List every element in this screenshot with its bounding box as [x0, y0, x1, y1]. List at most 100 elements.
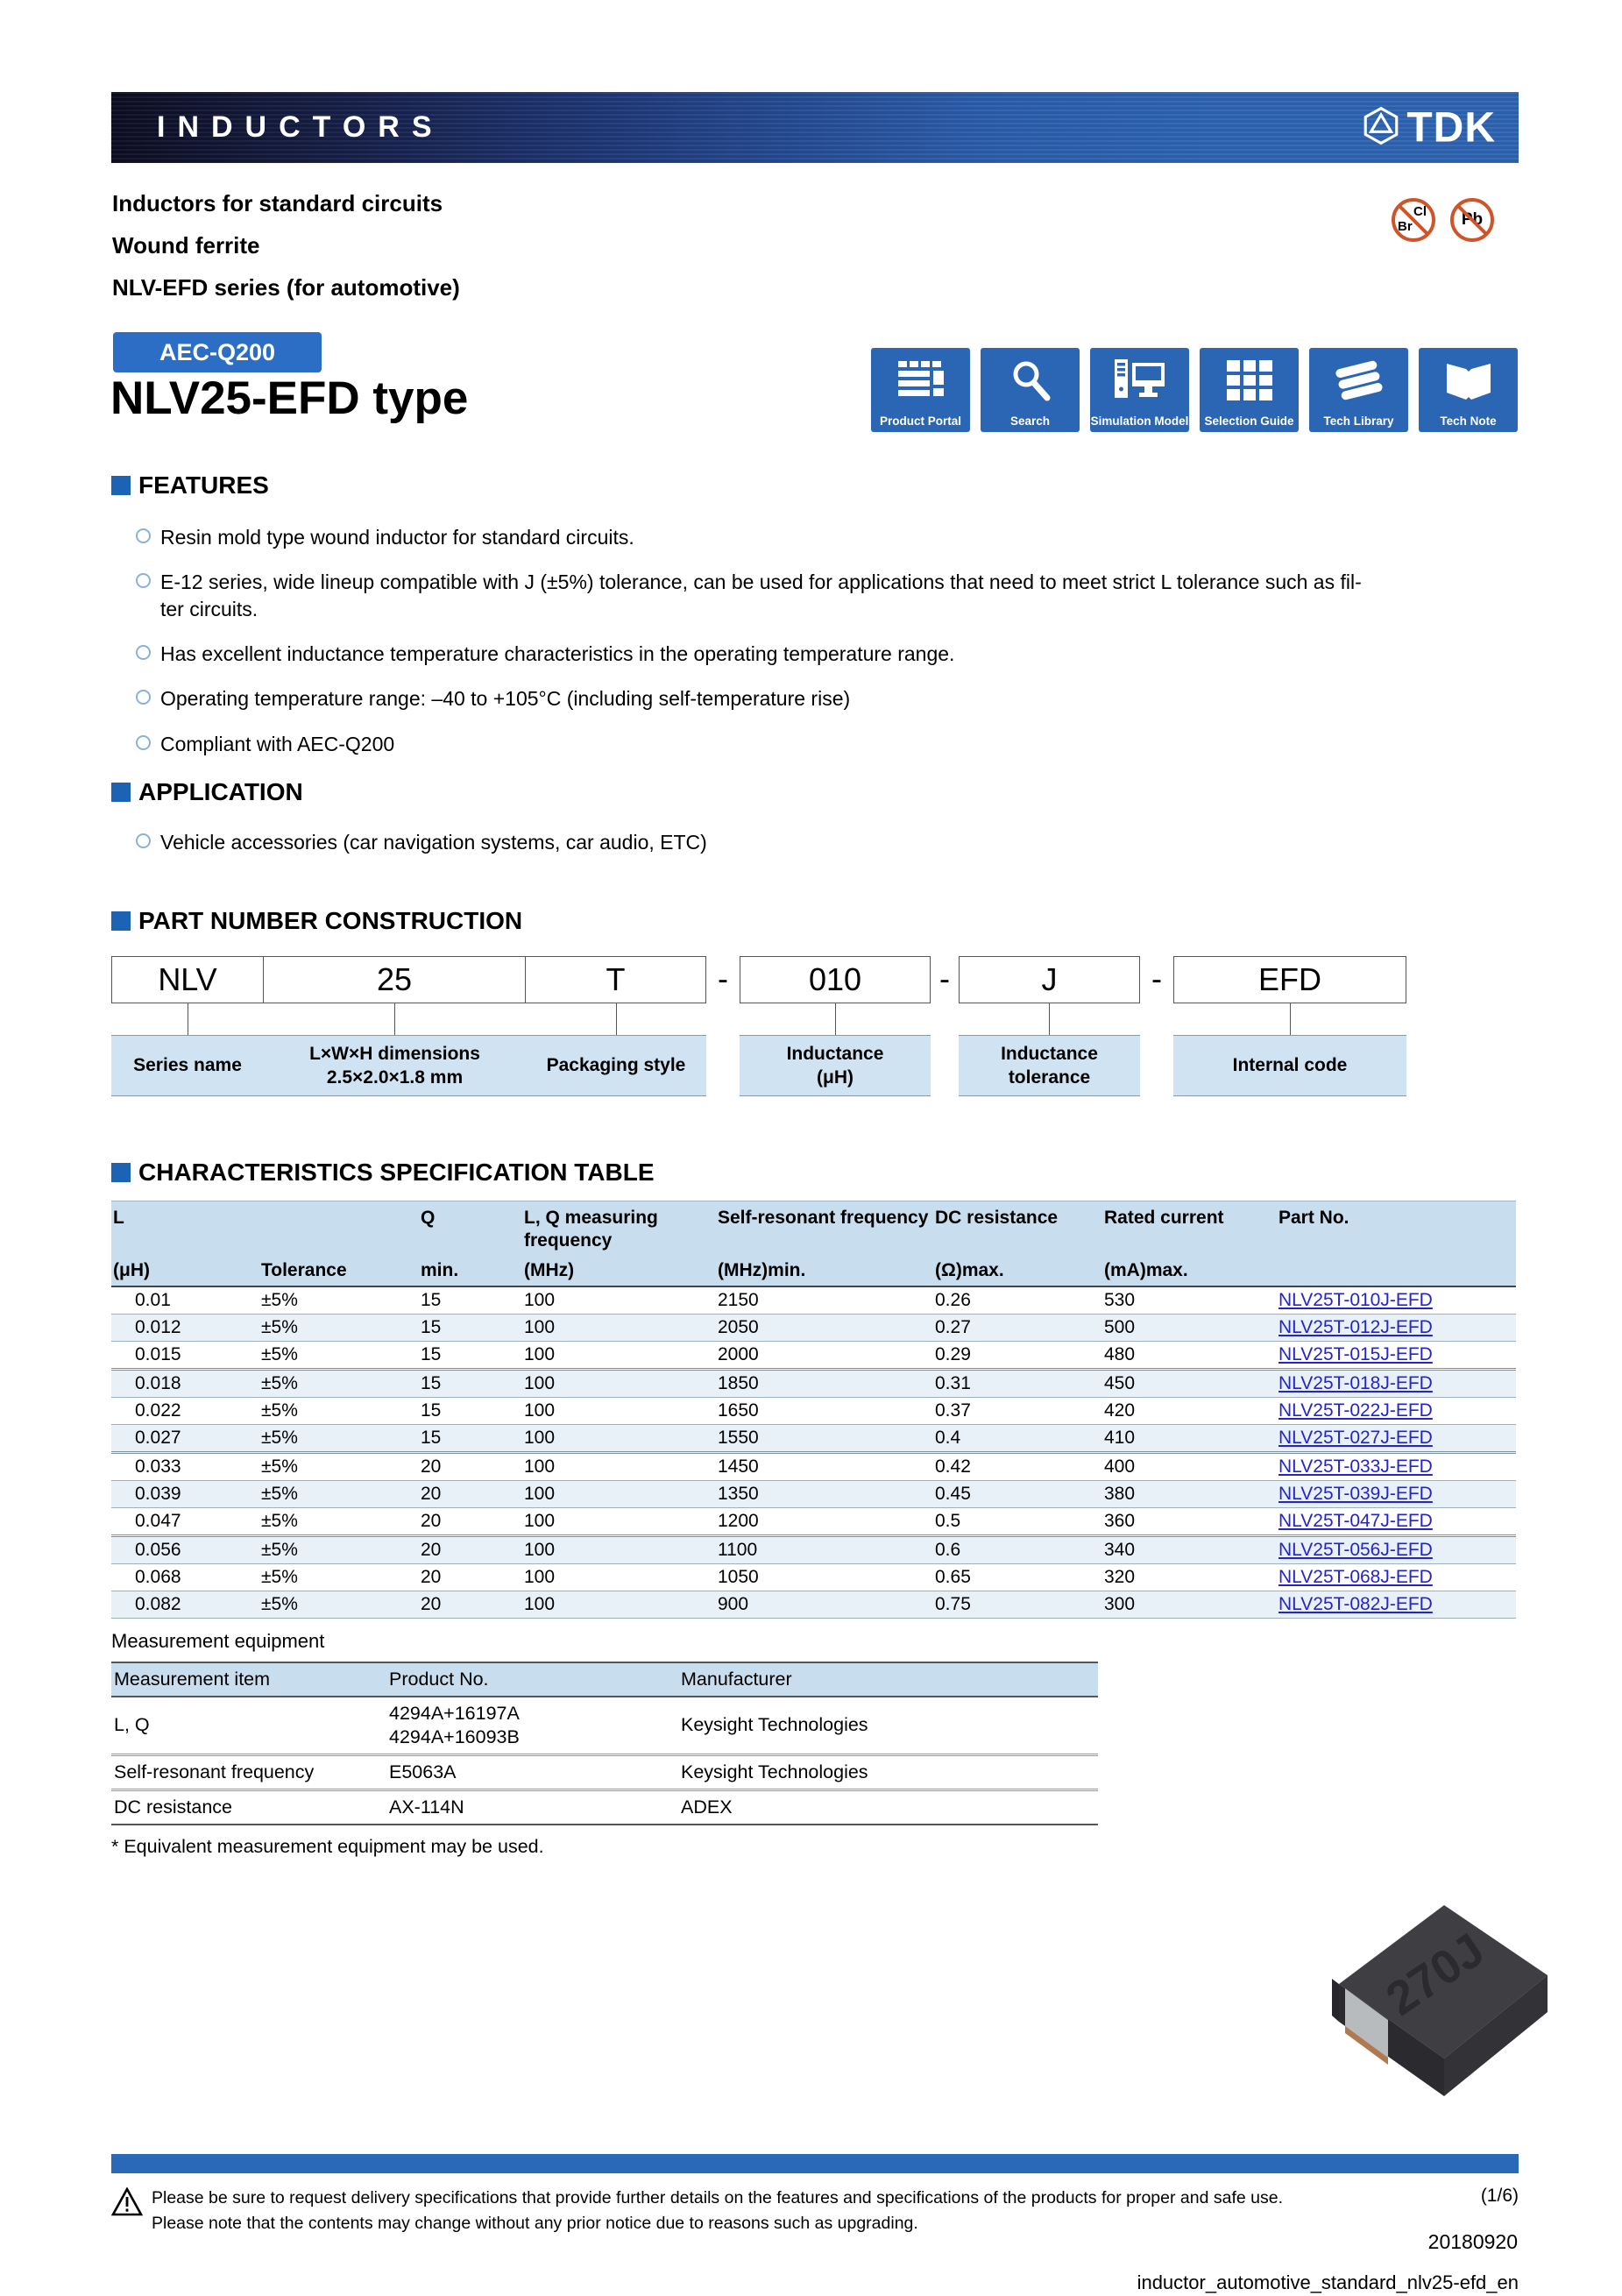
- quick-link-label: Selection Guide: [1204, 415, 1294, 428]
- cell: 20: [419, 1535, 522, 1564]
- part-number-link[interactable]: NLV25T-082J-EFD: [1278, 1594, 1433, 1614]
- part-number-link[interactable]: NLV25T-018J-EFD: [1278, 1373, 1433, 1393]
- cell: 100: [522, 1397, 716, 1425]
- halogen-free-icon: Cl Br: [1392, 198, 1435, 242]
- section-square-icon: [111, 783, 131, 802]
- cell: 0.42: [933, 1452, 1102, 1481]
- selection-guide-button[interactable]: Selection Guide: [1200, 348, 1299, 432]
- pn-label: Series name: [133, 1055, 242, 1076]
- list-item: Has excellent inductance temperature cha…: [136, 641, 1519, 667]
- part-number-heading: PART NUMBER CONSTRUCTION: [111, 907, 1519, 935]
- part-number-link[interactable]: NLV25T-010J-EFD: [1278, 1290, 1433, 1310]
- part-number-link[interactable]: NLV25T-022J-EFD: [1278, 1400, 1433, 1421]
- measurement-section: Measurement equipment Measurement item P…: [111, 1630, 1098, 1858]
- list-item: Vehicle accessories (car navigation syst…: [136, 829, 1519, 855]
- cell: Self-resonant frequency: [111, 1754, 386, 1791]
- cell: 0.45: [933, 1480, 1102, 1508]
- document-date: 20180920: [1427, 2230, 1518, 2253]
- cell: 100: [522, 1286, 716, 1315]
- cell: NLV25T-010J-EFD: [1277, 1286, 1516, 1315]
- list-item: Compliant with AEC-Q200: [136, 731, 1519, 757]
- part-number-link[interactable]: NLV25T-068J-EFD: [1278, 1567, 1433, 1587]
- cell: 0.012: [111, 1314, 259, 1342]
- tech-library-button[interactable]: Tech Library: [1309, 348, 1408, 432]
- cell: 2150: [716, 1286, 933, 1315]
- pn-connector-line: [1289, 1003, 1291, 1035]
- circle-bullet-icon: [136, 645, 151, 661]
- features-section: FEATURES Resin mold type wound inductor …: [111, 471, 1519, 776]
- cell: ±5%: [259, 1507, 419, 1537]
- cell: 0.65: [933, 1563, 1102, 1591]
- features-list: Resin mold type wound inductor for stand…: [136, 524, 1519, 757]
- tdk-logo: TDK: [1361, 103, 1496, 152]
- table-row: 0.056 ±5% 20 100 1100 0.6 340 NLV25T-056J-EFD: [111, 1535, 1516, 1564]
- pn-dash: -: [1151, 960, 1162, 996]
- cell: 0.6: [933, 1535, 1102, 1564]
- pn-connector-line: [834, 1003, 836, 1035]
- part-number-section: PART NUMBER CONSTRUCTION NLV Series name…: [111, 907, 1519, 1096]
- cell: NLV25T-068J-EFD: [1277, 1563, 1516, 1591]
- part-number-link[interactable]: NLV25T-027J-EFD: [1278, 1428, 1433, 1448]
- cell: ±5%: [259, 1563, 419, 1591]
- cell: 0.027: [111, 1424, 259, 1454]
- pn-segment-tolerance: J Inductance tolerance: [959, 956, 1140, 1096]
- column-header: Manufacturer: [678, 1662, 1098, 1697]
- pn-segment-series: NLV Series name: [111, 956, 264, 1096]
- cell: 0.047: [111, 1507, 259, 1537]
- application-section: APPLICATION Vehicle accessories (car nav…: [111, 778, 1519, 874]
- circle-bullet-icon: [136, 734, 151, 750]
- search-button[interactable]: Search: [981, 348, 1080, 432]
- pn-label: L×W×H dimensions: [309, 1043, 480, 1064]
- list-item: Resin mold type wound inductor for stand…: [136, 524, 1519, 550]
- cell: 100: [522, 1535, 716, 1564]
- pn-label: Internal code: [1232, 1055, 1348, 1076]
- cell: ±5%: [259, 1452, 419, 1481]
- feature-text-continued: ter circuits.: [160, 597, 259, 620]
- part-number-link[interactable]: NLV25T-056J-EFD: [1278, 1540, 1433, 1560]
- pn-code: EFD: [1173, 956, 1406, 1003]
- cell: 0.068: [111, 1563, 259, 1591]
- measurement-header-row: Measurement item Product No. Manufacture…: [111, 1662, 1098, 1697]
- simulation-model-button[interactable]: Simulation Model: [1090, 348, 1189, 432]
- cell: 450: [1102, 1369, 1277, 1398]
- part-number-link[interactable]: NLV25T-015J-EFD: [1278, 1344, 1433, 1364]
- table-row: 0.022 ±5% 15 100 1650 0.37 420 NLV25T-022J-EFD: [111, 1397, 1516, 1425]
- header-category-title: INDUCTORS: [157, 110, 444, 144]
- column-header: Part No.: [1277, 1201, 1516, 1287]
- cell: 2050: [716, 1314, 933, 1342]
- cell: 410: [1102, 1424, 1277, 1454]
- cell: NLV25T-015J-EFD: [1277, 1341, 1516, 1371]
- part-number-heading-text: PART NUMBER CONSTRUCTION: [138, 907, 523, 934]
- cell: 0.4: [933, 1424, 1102, 1454]
- part-number-link[interactable]: NLV25T-047J-EFD: [1278, 1511, 1433, 1531]
- cell: 400: [1102, 1452, 1277, 1481]
- part-number-link[interactable]: NLV25T-033J-EFD: [1278, 1456, 1433, 1477]
- pn-label: Inductance: [1001, 1043, 1098, 1064]
- spec-heading-text: CHARACTERISTICS SPECIFICATION TABLE: [138, 1159, 655, 1186]
- cell: 0.31: [933, 1369, 1102, 1398]
- cell: ±5%: [259, 1314, 419, 1342]
- pn-label: Inductance: [786, 1043, 884, 1064]
- cell: 100: [522, 1480, 716, 1508]
- tech-note-button[interactable]: Tech Note: [1419, 348, 1518, 432]
- list-item: E-12 series, wide lineup compatible with…: [136, 569, 1519, 622]
- column-header: Self-resonant frequency (MHz)min.: [716, 1201, 933, 1287]
- pn-label-2: (μH): [817, 1067, 853, 1088]
- table-row: DC resistance AX-114N ADEX: [111, 1789, 1098, 1825]
- application-list: Vehicle accessories (car navigation syst…: [136, 829, 1519, 855]
- cell: 1050: [716, 1563, 933, 1591]
- cell: 15: [419, 1369, 522, 1398]
- pn-label-2: tolerance: [1008, 1067, 1091, 1088]
- title-block: Inductors for standard circuits Wound fe…: [112, 182, 460, 308]
- cell: 1200: [716, 1507, 933, 1537]
- cell: 15: [419, 1424, 522, 1454]
- pn-dash: -: [939, 960, 950, 996]
- cell: 480: [1102, 1341, 1277, 1371]
- cell: 100: [522, 1591, 716, 1619]
- part-number-link[interactable]: NLV25T-012J-EFD: [1278, 1317, 1433, 1337]
- product-portal-button[interactable]: Product Portal: [871, 348, 970, 432]
- part-number-link[interactable]: NLV25T-039J-EFD: [1278, 1484, 1433, 1504]
- cell: 0.015: [111, 1341, 259, 1371]
- table-row: 0.068 ±5% 20 100 1050 0.65 320 NLV25T-068J-EFD: [111, 1563, 1516, 1591]
